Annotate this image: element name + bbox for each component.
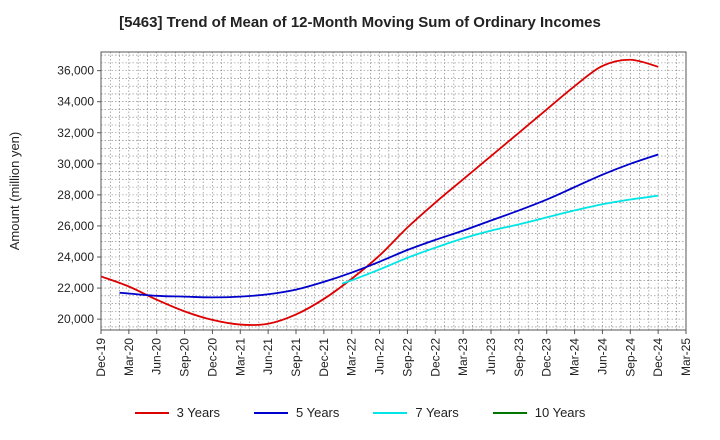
- x-tick-label: Sep-20: [178, 338, 192, 377]
- y-axis-ticks: 20,000 22,000 24,000 26,000 28,000 30,000 32,0…: [57, 64, 101, 326]
- grid: [100, 52, 687, 330]
- legend-swatch: [254, 411, 288, 414]
- x-tick-label: Dec-20: [205, 338, 219, 377]
- x-axis-ticks: Dec-19 Mar-20 Jun-20 Sep-20 Dec-20 Mar-21 Jun-…: [94, 330, 693, 377]
- y-tick-label: 34,000: [57, 95, 94, 109]
- x-tick-label: Dec-21: [317, 338, 331, 377]
- chart-title: [5463] Trend of Mean of 12-Month Moving …: [119, 14, 601, 31]
- legend-item-7-years: 7 Years: [373, 405, 459, 420]
- y-tick-label: 28,000: [57, 188, 94, 202]
- plot-frame: [100, 51, 687, 331]
- y-axis-label: Amount (million yen): [7, 132, 22, 251]
- x-tick-label: Jun-23: [484, 338, 498, 375]
- series-line-3-years: [100, 58, 659, 326]
- x-tick-label: Dec-23: [540, 338, 554, 377]
- x-tick-label: Mar-25: [679, 338, 693, 376]
- legend-item-5-years: 5 Years: [254, 405, 339, 420]
- x-tick-label: Jun-21: [261, 338, 275, 375]
- legend: 3 Years 5 Years 7 Years 10 Years: [0, 405, 720, 420]
- legend-label: 5 Years: [296, 405, 340, 420]
- legend-swatch: [373, 411, 408, 414]
- y-tick-label: 20,000: [57, 312, 94, 326]
- x-tick-label: Mar-24: [568, 338, 582, 376]
- legend-item-10-years: 10 Years: [492, 405, 586, 420]
- x-tick-label: Sep-22: [400, 338, 414, 377]
- y-tick-label: 30,000: [57, 157, 94, 171]
- y-tick-label: 36,000: [57, 64, 94, 78]
- x-tick-label: Dec-19: [94, 338, 108, 377]
- legend-item-3-years: 3 Years: [134, 405, 220, 420]
- y-tick-label: 24,000: [57, 250, 94, 264]
- x-tick-label: Sep-24: [623, 338, 637, 377]
- x-tick-label: Dec-24: [651, 338, 665, 377]
- x-tick-label: Jun-20: [150, 338, 164, 375]
- x-tick-label: Mar-23: [456, 338, 470, 376]
- legend-label: 10 Years: [534, 405, 586, 420]
- x-tick-label: Sep-23: [512, 338, 526, 377]
- series-line-7-years: [342, 194, 659, 285]
- x-tick-label: Jun-22: [373, 338, 387, 375]
- x-tick-label: Mar-20: [122, 338, 136, 376]
- legend-label: 3 Years: [176, 405, 220, 420]
- y-tick-label: 32,000: [57, 126, 94, 140]
- x-tick-label: Jun-24: [595, 338, 609, 375]
- legend-swatch: [492, 411, 527, 414]
- legend-label: 7 Years: [415, 405, 459, 420]
- series-line-5-years: [119, 153, 659, 299]
- legend-swatch: [134, 411, 169, 414]
- x-tick-label: Sep-21: [289, 338, 303, 377]
- x-tick-label: Dec-22: [428, 338, 442, 377]
- x-tick-label: Mar-22: [345, 338, 359, 376]
- y-tick-label: 22,000: [57, 281, 94, 295]
- series-lines: [100, 58, 659, 326]
- x-tick-label: Mar-21: [233, 338, 247, 376]
- y-tick-label: 26,000: [57, 219, 94, 233]
